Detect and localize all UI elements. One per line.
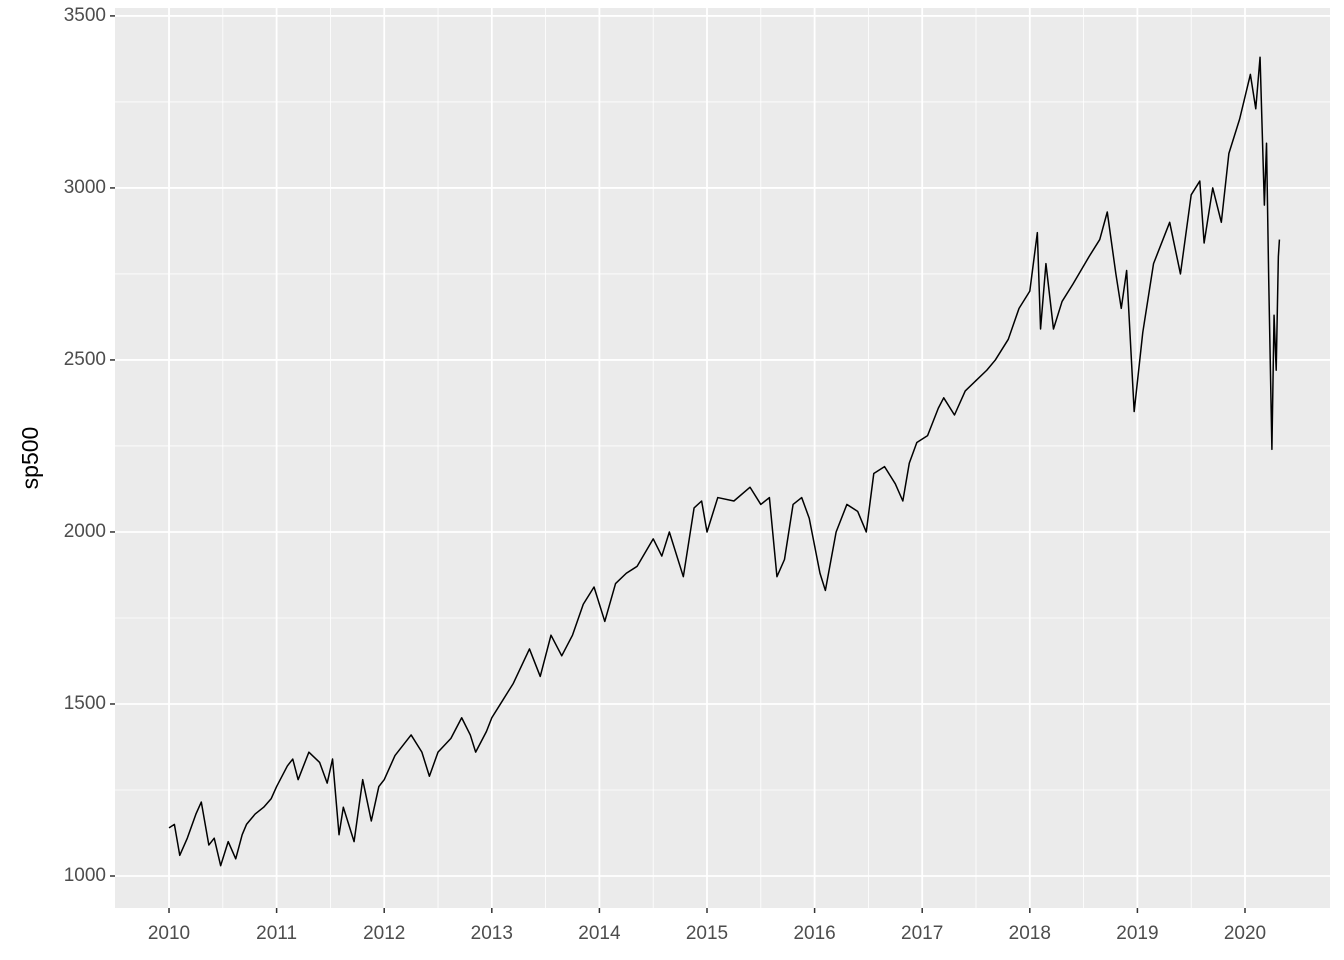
x-tick-label: 2016 xyxy=(793,923,835,944)
y-tick-label: 1500 xyxy=(64,693,106,714)
y-axis-title: sp500 xyxy=(17,427,43,490)
x-tick-label: 2012 xyxy=(363,923,405,944)
x-tick-label: 2017 xyxy=(901,923,943,944)
y-tick-label: 1000 xyxy=(64,865,106,886)
y-tick-label: 3000 xyxy=(64,177,106,198)
x-tick-label: 2018 xyxy=(1009,923,1051,944)
x-tick-label: 2015 xyxy=(686,923,728,944)
series-line xyxy=(168,56,1281,867)
x-tick-label: 2011 xyxy=(256,923,297,944)
x-tick-label: 2019 xyxy=(1116,923,1158,944)
y-tick-label: 2500 xyxy=(64,349,106,370)
y-tick-label: 3500 xyxy=(64,5,106,26)
y-tick-label: 2000 xyxy=(64,521,106,542)
x-tick-label: 2020 xyxy=(1224,923,1266,944)
x-tick-label: 2010 xyxy=(148,923,190,944)
panel xyxy=(115,8,1330,908)
x-tick-label: 2014 xyxy=(578,923,621,944)
x-tick-label: 2013 xyxy=(471,923,513,944)
